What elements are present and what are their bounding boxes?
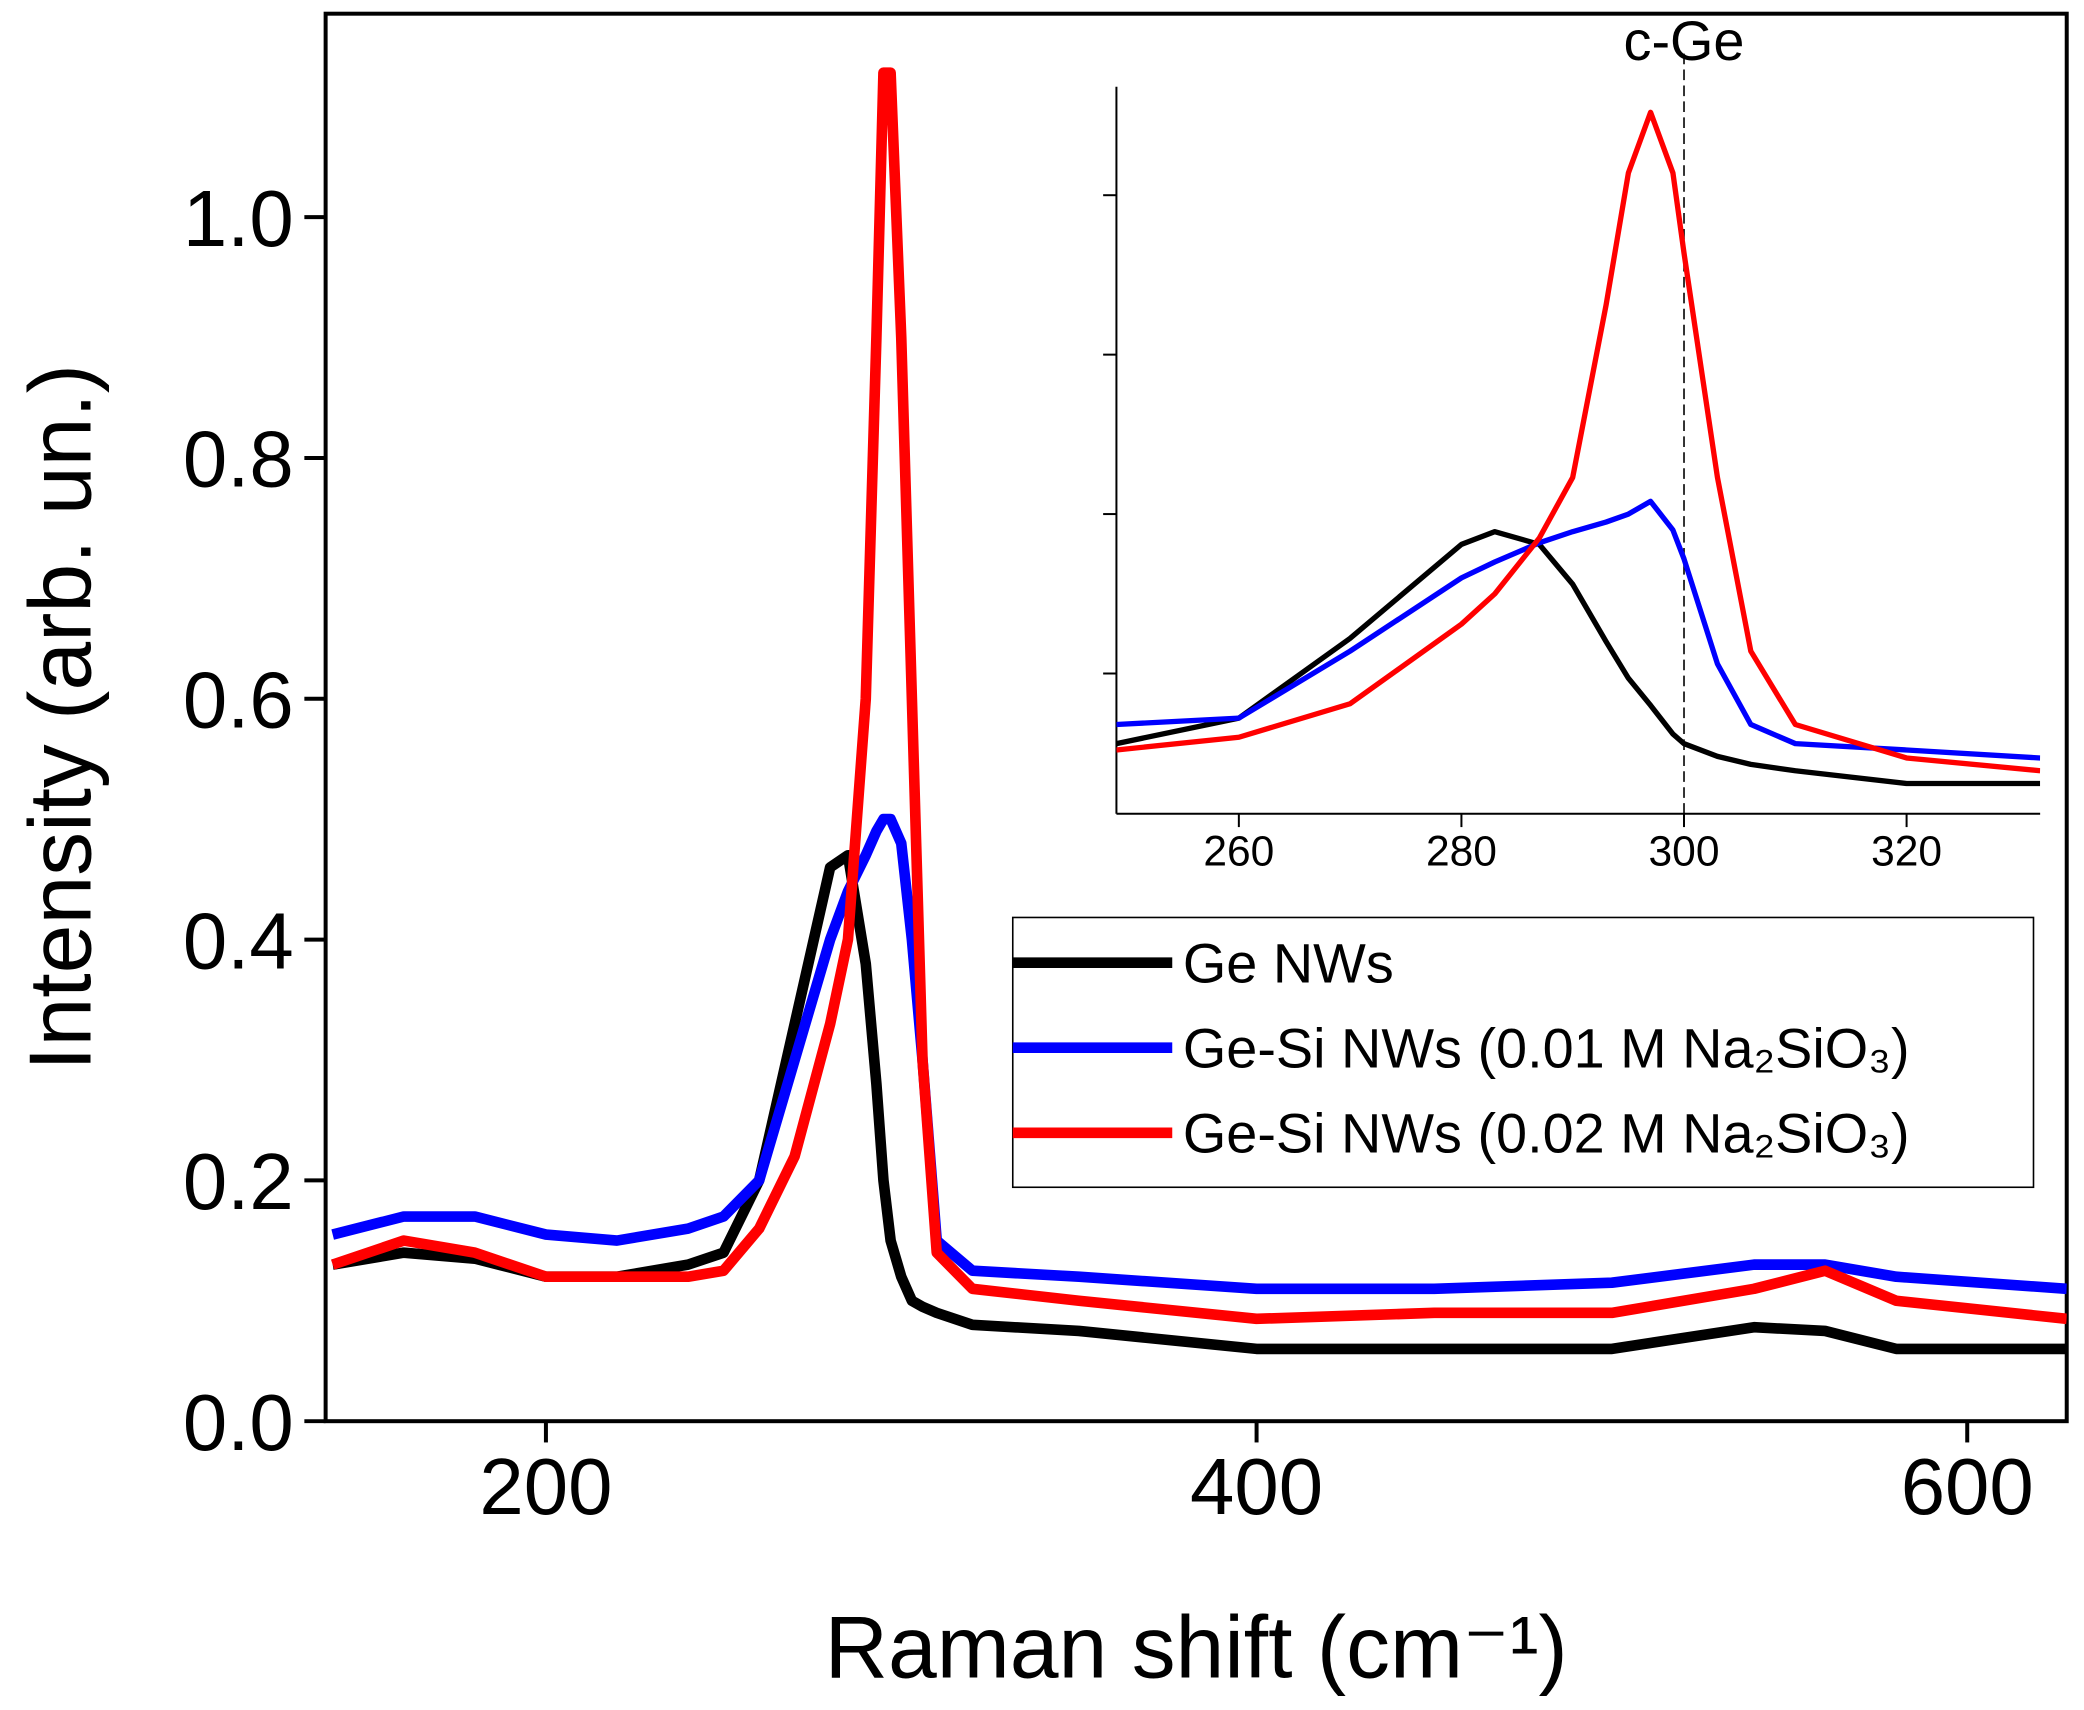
legend-label: Ge-Si NWs (0.01 M Na₂SiO₃)	[1183, 1017, 1910, 1080]
x-tick-label: 260	[1203, 827, 1274, 875]
x-tick-label: 300	[1649, 827, 1720, 875]
series-line	[1116, 109, 2041, 774]
series-line	[331, 849, 2067, 1355]
x-axis-label: Raman shift (cm⁻¹)	[825, 1599, 1568, 1697]
x-tick-label: 400	[1190, 1442, 1323, 1531]
plot-frame	[323, 11, 2069, 1424]
y-tick-label: 1.0	[183, 174, 294, 263]
series-line	[1116, 528, 2041, 787]
legend-box	[1011, 916, 2035, 1189]
y-tick-label: 0.2	[183, 1137, 294, 1226]
x-tick-label: 600	[1901, 1442, 2034, 1531]
series-line	[1116, 498, 2041, 761]
x-tick-label: 200	[479, 1442, 612, 1531]
y-tick-label: 0.6	[183, 655, 294, 744]
plot-area	[330, 67, 2067, 1355]
y-tick-label: 0.4	[183, 896, 294, 985]
annotation: c-Ge	[1624, 9, 1745, 72]
legend-label: Ge NWs	[1183, 932, 1394, 995]
legend-label: Ge-Si NWs (0.02 M Na₂SiO₃)	[1183, 1102, 1910, 1165]
y-tick-label: 0.0	[183, 1378, 294, 1467]
series-line	[330, 67, 2067, 1325]
series-line	[331, 813, 2067, 1295]
y-axis-label: Intensity (arb. un.)	[11, 364, 109, 1071]
x-tick-label: 280	[1426, 827, 1497, 875]
plot-area	[1116, 109, 2041, 787]
x-tick-label: 320	[1871, 827, 1942, 875]
y-tick-label: 0.8	[183, 415, 294, 504]
